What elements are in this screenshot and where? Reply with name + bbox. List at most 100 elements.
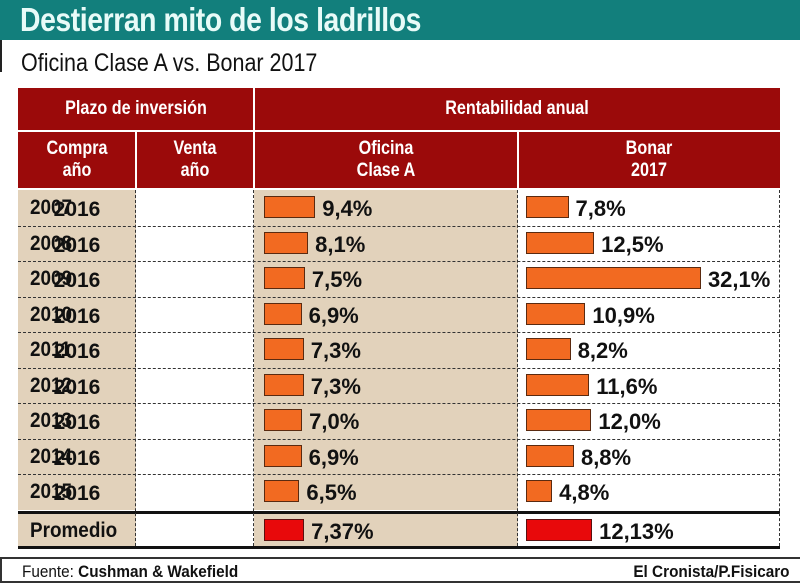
source-note: Fuente: Cushman & Wakefield [22,562,238,582]
compra-cell [18,190,136,226]
compra-cell [18,261,136,297]
oficina-value-label: 9,4% [322,196,373,221]
col-header-bonar-line2: 2017 [631,160,667,181]
group-header-rentabilidad: Rentabilidad anual [445,98,589,119]
col-header-venta-line1: Venta [173,138,217,159]
group-header-row: Plazo de inversión Rentabilidad anual [18,88,780,130]
compra-year: 2009 [30,267,73,290]
compra-year: 2012 [30,373,73,397]
source-label: Fuente: [22,562,74,581]
oficina-value-label: 6,9% [308,302,359,328]
bonar-bar [526,338,571,360]
oficina-bar [264,338,304,360]
bonar-bar [526,196,569,218]
col-header-compra: Compra año [27,138,127,182]
bonar-bar [526,444,574,467]
group-header-plazo: Plazo de inversión [65,98,207,119]
oficina-bar [264,267,305,289]
footer: Fuente: Cushman & Wakefield El Cronista/… [0,557,800,583]
col-header-oficina-line1: Oficina [358,138,414,159]
table-row: 2010 2016 6,9% 10,9% [18,296,780,332]
bonar-bar [526,267,701,289]
title-bar: Destierran mito de los ladrillos [0,0,800,40]
oficina-value-label: 7,3% [310,338,361,363]
venta-cell [136,332,254,368]
bonar-cell [518,474,780,510]
compra-cell [18,403,136,439]
column-divider [779,190,780,546]
compra-cell [18,332,136,368]
col-header-compra-line2: año [62,160,92,181]
compra-cell [18,438,136,474]
venta-cell [136,438,254,474]
venta-year: 2016 [53,482,101,505]
col-header-bonar-line1: Bonar [625,138,673,159]
col-header-oficina: Oficina Clase A [274,138,498,182]
row-divider [18,438,780,440]
average-row: Promedio 7,37% 12,13% [18,512,780,546]
oficina-bar [264,480,300,502]
header-divider [253,132,255,188]
compra-cell [18,225,136,261]
bonar-value-label: 4,8% [559,480,610,505]
header-divider [517,132,519,188]
venta-year: 2016 [53,269,101,292]
column-divider [517,190,518,546]
row-divider [18,332,780,333]
chart-title: Destierran mito de los ladrillos [20,1,422,38]
row-divider [18,225,780,227]
oficina-bar-average [264,518,305,541]
compra-year: 2007 [30,196,73,219]
oficina-value-label: 6,9% [308,444,359,470]
bonar-bar [526,480,553,502]
oficina-bar [264,196,316,218]
bonar-value-label: 12,5% [601,231,664,257]
table-bottom-rule [18,545,780,549]
venta-year: 2016 [53,446,101,470]
column-divider [135,190,136,546]
bonar-bar [526,302,586,325]
bonar-bar [526,231,595,254]
table-row: 2013 2016 7,0% 12,0% [18,403,780,439]
venta-cell [136,512,254,546]
average-label: Promedio [30,518,118,542]
compra-year: 2008 [30,231,73,255]
compra-cell [18,296,136,332]
oficina-value-label: 6,5% [306,480,357,505]
header-divider [135,132,137,188]
venta-year: 2016 [53,411,101,434]
compra-year: 2010 [30,302,73,326]
venta-cell [136,190,254,226]
header-divider [253,88,255,130]
compra-year: 2014 [30,444,73,468]
oficina-value-label: 7,0% [309,409,360,434]
bonar-value-label: 8,8% [580,444,632,470]
col-header-compra-line1: Compra [46,138,108,159]
venta-cell [136,261,254,297]
left-rule [0,40,2,72]
table-row: 2007 2016 9,4% 7,8% [18,190,780,226]
credit: El Cronista/P.Fisicaro [633,562,790,581]
bonar-value-label: 11,6% [596,373,658,399]
table-row: 2015 2016 6,5% 4,8% [18,474,780,510]
compra-year: 2015 [30,480,73,503]
row-divider [18,474,780,475]
bonar-value-label-average: 12,13% [599,518,674,544]
venta-year: 2016 [53,375,101,399]
col-header-venta-line2: año [180,160,210,181]
bonar-value-label: 32,1% [707,267,771,292]
column-divider [253,190,254,546]
venta-year: 2016 [53,304,101,328]
compra-cell [18,367,136,403]
table-row: 2012 2016 7,3% 11,6% [18,367,780,403]
compra-cell [18,512,136,546]
oficina-bar [264,444,302,467]
oficina-bar [264,373,304,396]
venta-cell [136,225,254,261]
bonar-value-label: 8,2% [577,338,628,363]
table-row: 2014 2016 6,9% 8,8% [18,438,780,474]
col-header-bonar: Bonar 2017 [538,138,761,182]
row-divider [18,261,780,262]
venta-cell [136,367,254,403]
average-divider [18,510,780,514]
